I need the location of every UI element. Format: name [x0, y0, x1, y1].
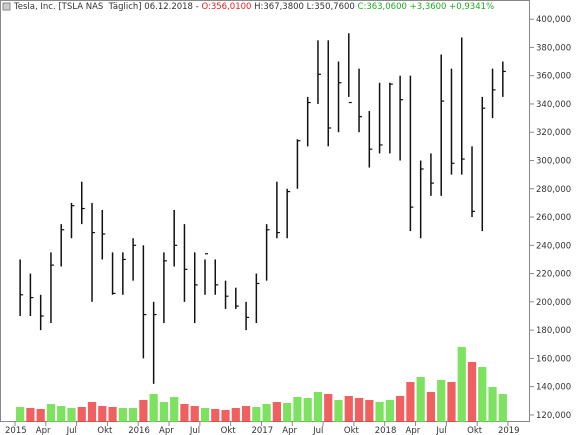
volume-bar: [118, 408, 127, 422]
volume-bar: [77, 407, 86, 422]
volume-bar: [406, 382, 415, 422]
y-tick-label: 260,000: [536, 213, 571, 223]
volume-bar: [416, 377, 425, 422]
change: +3,3600: [409, 2, 447, 12]
volume-bar: [313, 392, 323, 422]
volume-bar: [354, 398, 364, 422]
volume-bar: [262, 404, 271, 422]
volume-bar: [46, 404, 56, 422]
volume-bar: [26, 408, 35, 422]
x-tick-label: 2015: [5, 426, 27, 435]
x-tick-label: 2017: [251, 426, 273, 435]
instrument-name: Tesla, Inc.: [14, 2, 56, 12]
y-tick-label: 300,000: [536, 156, 571, 166]
y-tick-label: 160,000: [536, 354, 571, 364]
header: Tesla, Inc. [TSLA NAS Täglich] 06.12.201…: [14, 2, 495, 12]
open: O:356,0100: [201, 2, 252, 12]
volume-bar: [396, 396, 405, 422]
menu-icon[interactable]: [2, 2, 11, 11]
volume-bar: [324, 394, 333, 422]
volume-bar: [98, 406, 107, 422]
x-tick-label: Apr: [159, 426, 174, 435]
x-tick-label: Jul: [312, 426, 323, 435]
volume-bar: [252, 407, 261, 422]
volume-bar: [87, 402, 97, 422]
volume-bar: [221, 410, 230, 422]
y-tick-label: 340,000: [536, 100, 571, 110]
y-tick-label: 140,000: [536, 383, 571, 393]
volume-bar: [231, 408, 240, 422]
close: C:363,0600: [357, 2, 407, 12]
volume-bar: [457, 347, 466, 422]
x-tick-label: Okt: [467, 426, 483, 435]
volume-bar: [426, 392, 436, 422]
volume-bar: [272, 402, 281, 422]
x-tick-label: Okt: [344, 426, 360, 435]
volume-bar: [467, 362, 477, 422]
volume-bar: [488, 387, 497, 422]
volume-bar: [36, 409, 45, 422]
volume-bar: [303, 398, 312, 422]
x-tick-label: Okt: [221, 426, 237, 435]
volume-bar: [375, 402, 384, 422]
volume-bar: [211, 409, 220, 422]
volume-bar: [498, 394, 507, 422]
y-tick-label: 240,000: [536, 241, 571, 251]
x-tick-label: Apr: [406, 426, 421, 435]
y-tick-label: 320,000: [536, 128, 571, 138]
low: L:350,7600: [306, 2, 355, 12]
x-tick-label: 2016: [128, 426, 150, 435]
volume-bar: [108, 407, 117, 422]
volume-bar: [57, 406, 66, 422]
volume-bar: [139, 400, 148, 422]
high: H:367,3800: [254, 2, 304, 12]
volume-bar: [241, 406, 251, 422]
volume-bar: [149, 394, 158, 422]
volume-bar: [159, 402, 169, 422]
volume-bar: [447, 382, 456, 422]
volume-bar: [365, 400, 374, 422]
volume-bar: [478, 367, 487, 422]
y-tick-label: 200,000: [536, 298, 571, 308]
volume-bar: [293, 397, 302, 422]
volume-bar: [67, 408, 76, 422]
x-tick-label: 2019: [498, 426, 520, 435]
y-tick-label: 360,000: [536, 72, 571, 82]
volume-bar: [170, 397, 179, 422]
x-tick-label: Jul: [66, 426, 77, 435]
y-tick-label: 400,000: [536, 15, 571, 25]
y-tick-label: 180,000: [536, 326, 571, 336]
x-tick-label: Jul: [189, 426, 200, 435]
volume-bar: [437, 380, 446, 422]
symbol: [TSLA NAS Täglich]: [58, 2, 142, 12]
y-tick-label: 120,000: [536, 411, 571, 421]
volume-bar: [190, 406, 199, 422]
plot-frame: [0, 0, 530, 422]
y-tick-label: 280,000: [536, 185, 571, 195]
x-tick-label: 2018: [375, 426, 397, 435]
volume-bar: [344, 396, 353, 422]
volume-bar: [180, 404, 189, 422]
volume-bar: [16, 407, 25, 422]
volume-bar: [283, 403, 292, 422]
x-tick-label: Jul: [435, 426, 446, 435]
volume-bar: [128, 408, 138, 422]
y-tick-label: 380,000: [536, 43, 571, 53]
x-tick-label: Apr: [282, 426, 297, 435]
volume-bar: [200, 408, 210, 422]
volume-bar: [385, 400, 394, 422]
volume-bar: [334, 400, 343, 422]
x-tick-label: Apr: [36, 426, 51, 435]
change-pct: +0,9341%: [449, 2, 495, 12]
x-tick-label: Okt: [97, 426, 113, 435]
date: 06.12.2018: [144, 2, 193, 12]
y-tick-label: 220,000: [536, 270, 571, 280]
